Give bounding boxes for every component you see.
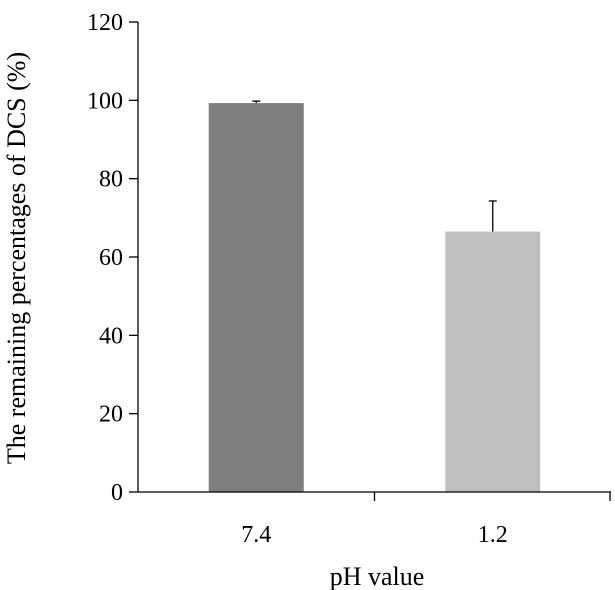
x-tick-label: 7.4 — [241, 522, 271, 548]
y-tick-label: 20 — [99, 402, 123, 428]
y-tick-label: 120 — [87, 10, 123, 36]
bar-ph-7-4 — [208, 103, 304, 492]
y-tick-label: 0 — [111, 480, 123, 506]
y-axis-title: The remaining percentages of DCS (%) — [2, 52, 31, 464]
x-tick-label: 1.2 — [478, 522, 508, 548]
y-tick-label: 80 — [99, 167, 123, 193]
y-tick-label: 100 — [87, 88, 123, 114]
y-tick-label: 40 — [99, 323, 123, 349]
y-tick-label: 60 — [99, 245, 123, 271]
x-axis-title: pH value — [330, 562, 425, 590]
bar-ph-1-2 — [445, 231, 541, 492]
